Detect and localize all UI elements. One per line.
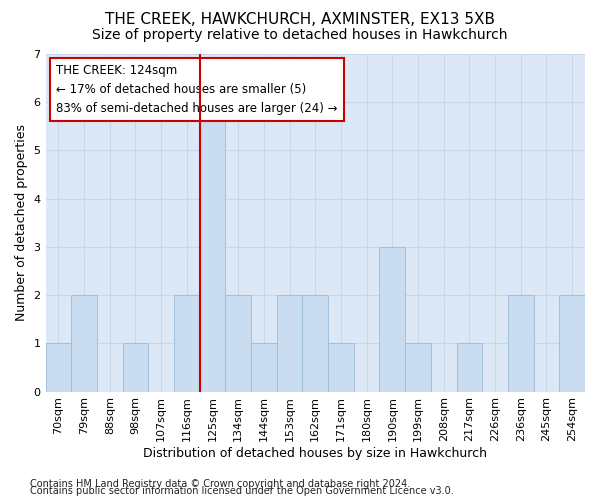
Bar (46, 344, 71, 392)
Bar (508, 295, 533, 392)
Bar (302, 295, 328, 392)
Bar (251, 344, 277, 392)
Bar (71, 295, 97, 392)
Bar (174, 295, 200, 392)
Bar (559, 295, 585, 392)
Text: THE CREEK: 124sqm
← 17% of detached houses are smaller (5)
83% of semi-detached : THE CREEK: 124sqm ← 17% of detached hous… (56, 64, 338, 115)
Bar (379, 247, 405, 392)
Bar (122, 344, 148, 392)
Bar (226, 295, 251, 392)
Bar (277, 295, 302, 392)
Text: Contains HM Land Registry data © Crown copyright and database right 2024.: Contains HM Land Registry data © Crown c… (30, 479, 410, 489)
X-axis label: Distribution of detached houses by size in Hawkchurch: Distribution of detached houses by size … (143, 447, 487, 460)
Bar (200, 102, 226, 392)
Bar (457, 344, 482, 392)
Bar (328, 344, 354, 392)
Bar (405, 344, 431, 392)
Text: Size of property relative to detached houses in Hawkchurch: Size of property relative to detached ho… (92, 28, 508, 42)
Text: Contains public sector information licensed under the Open Government Licence v3: Contains public sector information licen… (30, 486, 454, 496)
Text: THE CREEK, HAWKCHURCH, AXMINSTER, EX13 5XB: THE CREEK, HAWKCHURCH, AXMINSTER, EX13 5… (105, 12, 495, 28)
Y-axis label: Number of detached properties: Number of detached properties (15, 124, 28, 322)
